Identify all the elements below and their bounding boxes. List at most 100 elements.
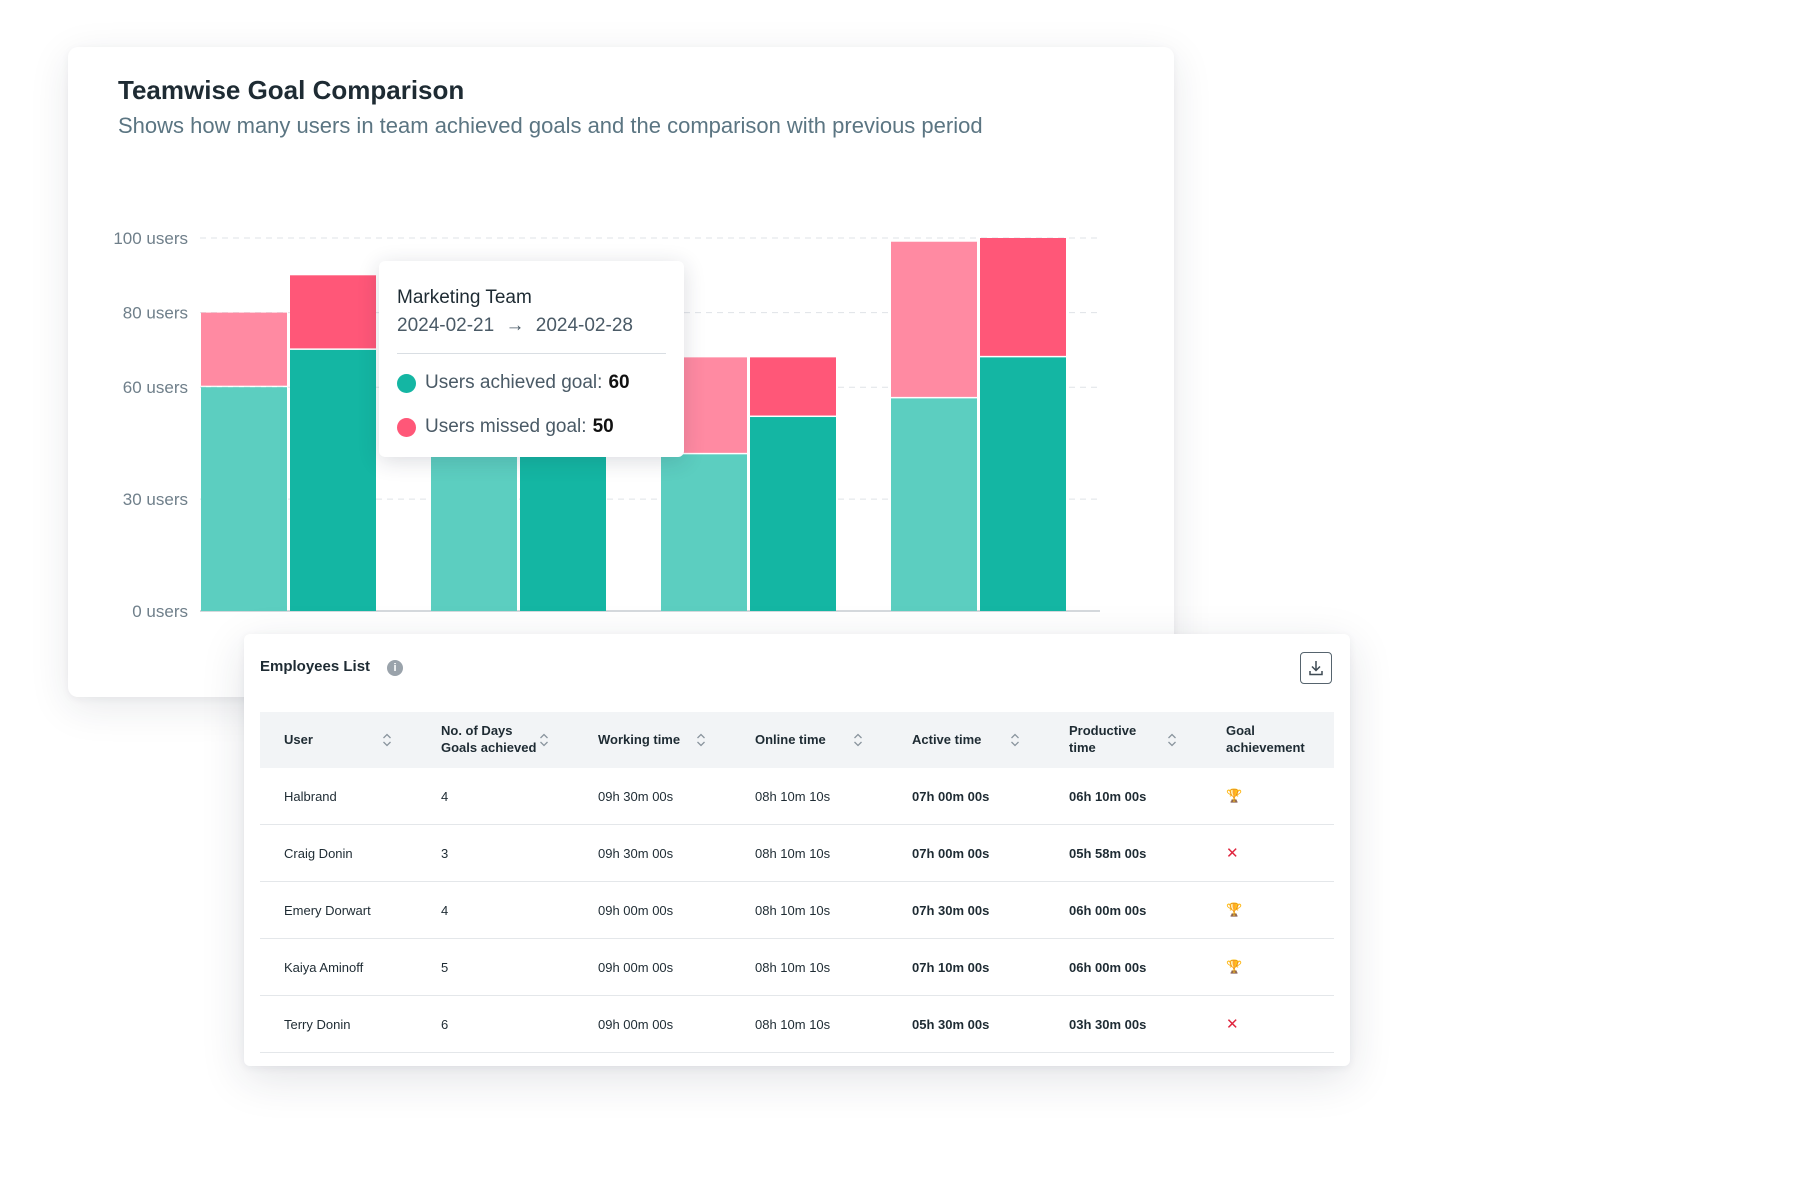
active-time-cell: 07h 00m 00s bbox=[888, 768, 1045, 825]
bar-missed[interactable] bbox=[290, 275, 376, 349]
cross-icon: ✕ bbox=[1226, 845, 1239, 862]
info-icon[interactable]: i bbox=[387, 660, 403, 676]
chart-title: Teamwise Goal Comparison bbox=[118, 75, 465, 105]
bar-achieved[interactable] bbox=[750, 417, 836, 611]
tooltip-missed-value: 50 bbox=[592, 416, 614, 437]
active-time-cell: 07h 00m 00s bbox=[888, 824, 1045, 882]
y-tick-label: 0 users bbox=[132, 602, 188, 621]
bar-missed[interactable] bbox=[750, 357, 836, 416]
user-name-cell: Emery Dorwart bbox=[260, 881, 417, 939]
column-header: Goal achievement bbox=[1202, 712, 1334, 768]
goal-achievement-cell: ✕ bbox=[1202, 824, 1334, 882]
missed-dot-icon bbox=[397, 417, 416, 437]
tooltip-date-from: 2024-02-21 bbox=[397, 315, 495, 336]
employees-list-title: Employees List bbox=[260, 658, 371, 675]
tooltip-team: Marketing Team bbox=[397, 287, 532, 308]
sort-icon[interactable] bbox=[1166, 732, 1178, 748]
sort-icon[interactable] bbox=[538, 732, 550, 748]
goal-achievement-cell: 🏆 bbox=[1202, 881, 1334, 939]
download-button[interactable] bbox=[1300, 652, 1332, 684]
table-header-row: User No. of Days Goals achieved Working ti… bbox=[260, 712, 1334, 768]
employees-list-card: Employees List i User No. of Days Goals a… bbox=[244, 634, 1350, 1066]
online-time-cell: 08h 10m 10s bbox=[731, 938, 888, 996]
bar-missed[interactable] bbox=[891, 241, 977, 397]
column-header[interactable]: Working time bbox=[574, 712, 731, 768]
y-tick-label: 80 users bbox=[123, 304, 188, 323]
column-header-label: Productive time bbox=[1069, 723, 1137, 755]
bar-achieved[interactable] bbox=[201, 387, 287, 611]
working-time-cell: 09h 00m 00s bbox=[574, 938, 731, 996]
user-name-cell: Halbrand bbox=[260, 768, 417, 825]
table-row[interactable]: Emery Dorwart 4 09h 00m 00s 08h 10m 10s 07h … bbox=[260, 881, 1334, 939]
goal-comparison-card: Teamwise Goal Comparison Shows how many … bbox=[68, 47, 1174, 697]
tooltip-divider bbox=[397, 353, 666, 354]
productive-time-cell: 05h 58m 00s bbox=[1045, 824, 1202, 882]
goal-achievement-cell: ✕ bbox=[1202, 995, 1334, 1053]
achieved-dot-icon bbox=[397, 373, 416, 393]
tooltip-date-to: 2024-02-28 bbox=[535, 315, 633, 336]
trophy-icon: 🏆 bbox=[1226, 902, 1243, 917]
column-header-label: Goal achievement bbox=[1226, 723, 1305, 755]
goal-days-cell: 3 bbox=[417, 824, 574, 882]
tooltip-achieved-value: 60 bbox=[608, 372, 630, 393]
table-row[interactable]: Kaiya Aminoff 5 09h 00m 00s 08h 10m 10s 07h … bbox=[260, 938, 1334, 996]
bar-missed[interactable] bbox=[980, 238, 1066, 356]
tooltip-arrow: → bbox=[505, 315, 525, 336]
online-time-cell: 08h 10m 10s bbox=[731, 995, 888, 1053]
y-tick-label: 100 users bbox=[113, 229, 188, 248]
column-header[interactable]: Online time bbox=[731, 712, 888, 768]
goal-days-cell: 5 bbox=[417, 938, 574, 996]
chart-subtitle: Shows how many users in team achieved go… bbox=[118, 113, 983, 138]
bar-achieved[interactable] bbox=[661, 454, 747, 611]
column-header-label: Working time bbox=[598, 731, 681, 747]
tooltip-achieved-row: Users achieved goal: 60 bbox=[397, 372, 630, 394]
working-time-cell: 09h 30m 00s bbox=[574, 824, 731, 882]
online-time-cell: 08h 10m 10s bbox=[731, 881, 888, 939]
goal-achievement-cell: 🏆 bbox=[1202, 768, 1334, 825]
bar-missed[interactable] bbox=[201, 312, 287, 386]
user-name-cell: Terry Donin bbox=[260, 995, 417, 1053]
table-row[interactable]: Craig Donin 3 09h 30m 00s 08h 10m 10s 07h 00… bbox=[260, 824, 1334, 882]
sort-icon[interactable] bbox=[1009, 732, 1021, 748]
online-time-cell: 08h 10m 10s bbox=[731, 824, 888, 882]
column-header-label: Online time bbox=[755, 731, 826, 747]
chart-tooltip: Marketing Team 2024-02-21 → 2024-02-28 U… bbox=[379, 261, 684, 457]
sort-icon[interactable] bbox=[852, 732, 864, 748]
sort-icon[interactable] bbox=[695, 732, 707, 748]
column-header-label: User bbox=[284, 731, 313, 747]
user-name-cell: Craig Donin bbox=[260, 824, 417, 882]
table-row[interactable]: Halbrand 4 09h 30m 00s 08h 10m 10s 07h 00m 0… bbox=[260, 768, 1334, 825]
active-time-cell: 07h 10m 00s bbox=[888, 938, 1045, 996]
trophy-icon: 🏆 bbox=[1226, 959, 1243, 974]
trophy-icon: 🏆 bbox=[1226, 788, 1243, 803]
table-body: Halbrand 4 09h 30m 00s 08h 10m 10s 07h 00m 0… bbox=[260, 768, 1334, 1053]
tooltip-dates: 2024-02-21 → 2024-02-28 bbox=[397, 315, 633, 337]
active-time-cell: 05h 30m 00s bbox=[888, 995, 1045, 1053]
column-header[interactable]: Productive time bbox=[1045, 712, 1202, 768]
productive-time-cell: 03h 30m 00s bbox=[1045, 995, 1202, 1053]
column-header-label: Active time bbox=[912, 731, 982, 747]
working-time-cell: 09h 00m 00s bbox=[574, 995, 731, 1053]
tooltip-achieved-label: Users achieved goal: bbox=[425, 372, 603, 393]
column-header-label: No. of Days Goals achieved bbox=[441, 723, 537, 755]
column-header[interactable]: User bbox=[260, 712, 417, 768]
cross-icon: ✕ bbox=[1226, 1016, 1239, 1033]
bar-achieved[interactable] bbox=[980, 357, 1066, 611]
column-header[interactable]: No. of Days Goals achieved bbox=[417, 712, 574, 768]
download-icon bbox=[1309, 661, 1323, 676]
column-header[interactable]: Active time bbox=[888, 712, 1045, 768]
goal-days-cell: 4 bbox=[417, 768, 574, 825]
online-time-cell: 08h 10m 10s bbox=[731, 768, 888, 825]
tooltip-missed-label: Users missed goal: bbox=[425, 416, 587, 437]
table-row[interactable]: Terry Donin 6 09h 00m 00s 08h 10m 10s 05h 30… bbox=[260, 995, 1334, 1053]
sort-icon[interactable] bbox=[381, 732, 393, 748]
employees-table: User No. of Days Goals achieved Working ti… bbox=[260, 712, 1334, 1053]
productive-time-cell: 06h 00m 00s bbox=[1045, 938, 1202, 996]
goal-days-cell: 4 bbox=[417, 881, 574, 939]
goal-days-cell: 6 bbox=[417, 995, 574, 1053]
active-time-cell: 07h 30m 00s bbox=[888, 881, 1045, 939]
user-name-cell: Kaiya Aminoff bbox=[260, 938, 417, 996]
bar-achieved[interactable] bbox=[891, 398, 977, 611]
bar-achieved[interactable] bbox=[290, 349, 376, 611]
y-tick-label: 60 users bbox=[123, 378, 188, 397]
